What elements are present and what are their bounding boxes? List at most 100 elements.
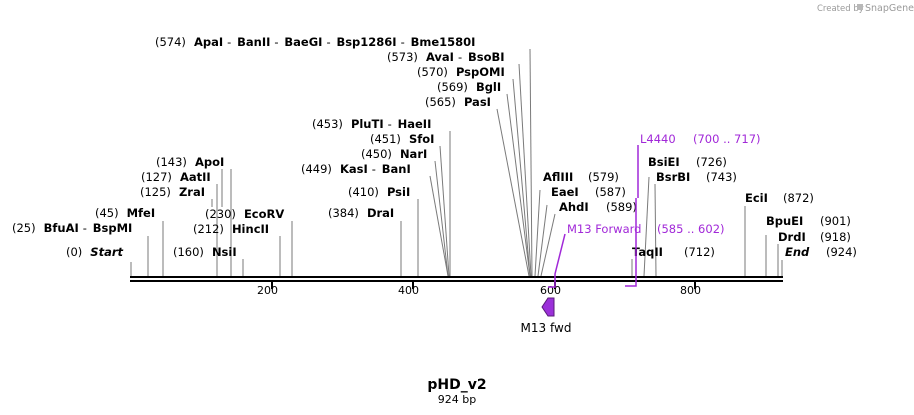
enzyme-name: EaeI (551, 185, 579, 199)
enzyme-name: Bsp1286I (336, 35, 396, 49)
enzyme-site-label[interactable]: (453) PluTI - HaeII (312, 117, 431, 131)
enzyme-position: (449) (301, 162, 332, 176)
leader-line (439, 145, 450, 277)
enzyme-position: (451) (370, 132, 401, 146)
enzyme-name: BsrBI (656, 170, 690, 184)
enzyme-name: ApaI (194, 35, 223, 49)
backbone (130, 276, 783, 282)
enzyme-site-label[interactable]: AflIII (579) (543, 170, 619, 184)
enzyme-name: BsiEI (648, 155, 680, 169)
enzyme-site-label[interactable]: (449) KasI - BanI (301, 162, 411, 176)
primer-m13-forward[interactable]: M13 Forward (585 .. 602) (548, 222, 725, 288)
enzyme-name: NarI (400, 147, 427, 161)
enzyme-site-label[interactable]: End (924) (785, 245, 857, 259)
enzyme-site-label[interactable]: EaeI (587) (551, 185, 626, 199)
label-separator: - (372, 162, 376, 176)
leader-line (434, 160, 449, 277)
enzyme-site-label[interactable]: (127) AatII (141, 170, 211, 184)
enzyme-site-label[interactable]: DrdI (918) (778, 230, 851, 244)
primer-m13-name: M13 Forward (567, 222, 641, 236)
enzyme-site-label[interactable]: (212) HincII (193, 222, 269, 236)
enzyme-name: BpuEI (766, 214, 803, 228)
enzyme-name: ZraI (179, 185, 205, 199)
created-by-text: Created by (817, 4, 864, 14)
leader-line (540, 213, 556, 277)
label-separator: - (401, 35, 405, 49)
enzyme-site-label[interactable]: (410) PsiI (348, 185, 410, 199)
enzyme-name: ApoI (195, 155, 224, 169)
leader-line (534, 189, 541, 277)
enzyme-name: EciI (745, 191, 768, 205)
enzyme-position: (143) (156, 155, 187, 169)
enzyme-name: AvaI (426, 50, 454, 64)
enzyme-name: BspMI (93, 221, 133, 235)
enzyme-site-label[interactable]: (143) ApoI (156, 155, 224, 169)
enzyme-name: HincII (232, 222, 269, 236)
enzyme-site-label[interactable]: (160) NsiI (173, 245, 237, 259)
enzyme-site-label[interactable]: (451) SfoI (370, 132, 434, 146)
leader-line (518, 63, 532, 277)
map-title: pHD_v2 (427, 377, 486, 393)
enzyme-site-label[interactable]: (384) DraI (328, 206, 394, 220)
enzyme-site-label[interactable]: (573) AvaI - BsoBI (387, 50, 505, 64)
enzyme-site-label[interactable]: (45) MfeI (95, 206, 155, 220)
snapgene-brand: SnapGene (865, 3, 914, 14)
label-separator: - (458, 50, 462, 64)
enzyme-site-label[interactable]: TaqII (712) (632, 245, 715, 259)
enzyme-site-label[interactable]: (570) PspOMI (417, 65, 505, 79)
label-separator: - (274, 35, 278, 49)
enzyme-name: BanI (382, 162, 411, 176)
enzyme-labels: (574) ApaI - BanII - BaeGI - Bsp1286I - Bme1580I(… (12, 35, 857, 259)
enzyme-position: (565) (425, 95, 456, 109)
enzyme-position: (726) (696, 155, 727, 169)
enzyme-name: PluTI (351, 117, 384, 131)
enzyme-site-label[interactable]: (569) BglI (437, 80, 501, 94)
enzyme-site-label[interactable]: (125) ZraI (140, 185, 205, 199)
enzyme-position: (587) (595, 185, 626, 199)
enzyme-name: PspOMI (456, 65, 505, 79)
primer-l4440[interactable]: L4440 (700 .. 717) (625, 132, 761, 287)
feature-m13-fwd-arrow-icon (541, 297, 555, 317)
enzyme-position: (901) (820, 214, 851, 228)
enzyme-site-label[interactable]: BpuEI (901) (766, 214, 851, 228)
enzyme-name: BanII (237, 35, 270, 49)
enzyme-site-label[interactable]: (450) NarI (361, 147, 427, 161)
enzyme-name: AflIII (543, 170, 573, 184)
enzyme-site-label[interactable]: (0) Start (66, 245, 124, 259)
enzyme-position: (410) (348, 185, 379, 199)
feature-m13-fwd[interactable]: M13 fwd (521, 297, 572, 335)
primer-l4440-leader (625, 145, 639, 287)
enzyme-name: EcoRV (244, 207, 284, 221)
label-separator: - (326, 35, 330, 49)
leader-line (654, 183, 657, 277)
primer-m13-leader (548, 233, 566, 288)
feature-m13-fwd-label: M13 fwd (521, 321, 572, 335)
enzyme-site-label[interactable]: (230) EcoRV (205, 207, 284, 221)
enzyme-name: AhdI (559, 200, 589, 214)
enzyme-name: BaeGI (284, 35, 322, 49)
enzyme-position: (574) (155, 35, 186, 49)
enzyme-name: DraI (367, 206, 394, 220)
enzyme-site-label[interactable]: (565) PasI (425, 95, 491, 109)
enzyme-site-label[interactable]: BsiEI (726) (648, 155, 727, 169)
leader-line (506, 93, 531, 277)
enzyme-site-label[interactable]: (574) ApaI - BanII - BaeGI - Bsp1286I - Bme1580I (155, 35, 475, 49)
enzyme-name: Bme1580I (411, 35, 476, 49)
enzyme-position: (872) (783, 191, 814, 205)
primer-l4440-range: (700 .. 717) (693, 132, 761, 146)
enzyme-name: Start (90, 245, 123, 259)
enzyme-name: NsiI (212, 245, 237, 259)
enzyme-position: (712) (684, 245, 715, 259)
label-separator: - (227, 35, 231, 49)
enzyme-position: (160) (173, 245, 204, 259)
enzyme-site-label[interactable]: BsrBI (743) (656, 170, 737, 184)
enzyme-position: (589) (606, 200, 637, 214)
enzyme-position: (579) (588, 170, 619, 184)
enzyme-site-label[interactable]: AhdI (589) (559, 200, 637, 214)
enzyme-site-label[interactable]: (25) BfuAI - BspMI (12, 221, 132, 235)
leader-line (429, 175, 449, 277)
enzyme-site-label[interactable]: EciI (872) (745, 191, 814, 205)
enzyme-name: BsoBI (468, 50, 505, 64)
enzyme-position: (230) (205, 207, 236, 221)
enzyme-name: MfeI (127, 206, 156, 220)
